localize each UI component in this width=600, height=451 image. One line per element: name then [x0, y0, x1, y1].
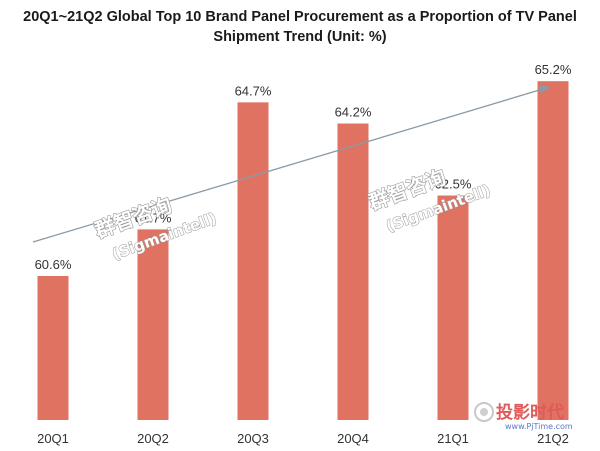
logo-url: www.PjTime.com — [505, 422, 573, 431]
trend-arrow-head — [539, 85, 551, 94]
trend-arrow-line — [32, 86, 550, 243]
data-label-20Q2: 61.7% — [135, 210, 172, 225]
data-label-21Q1: 62.5% — [435, 177, 472, 192]
x-tick-label-20Q2: 20Q2 — [137, 431, 169, 446]
logo-dot-icon — [480, 408, 488, 416]
trend-arrow — [32, 85, 551, 243]
bar-21Q2 — [537, 81, 569, 421]
x-tick-label-20Q4: 20Q4 — [337, 431, 369, 446]
watermark-2: 群智咨询 (Sigmaintell) — [364, 164, 493, 236]
logo-text: 投影时代 — [496, 402, 564, 423]
bar-20Q3 — [237, 102, 269, 421]
pjtime-logo: 投影时代 www.PjTime.com — [474, 402, 573, 431]
bar-20Q4 — [337, 123, 369, 420]
x-tick-label-20Q3: 20Q3 — [237, 431, 269, 446]
bar-20Q1 — [37, 276, 69, 420]
x-tick-label-21Q2: 21Q2 — [537, 431, 569, 446]
logo-circle-icon — [474, 402, 494, 422]
x-tick-label-21Q1: 21Q1 — [437, 431, 469, 446]
data-label-20Q3: 64.7% — [235, 83, 272, 98]
bar-21Q1 — [437, 195, 469, 420]
data-label-20Q1: 60.6% — [35, 257, 72, 272]
data-label-21Q2: 65.2% — [535, 62, 572, 77]
data-labels-group: 60.6% 61.7% 64.7% 64.2% 62.5% 65.2% — [35, 62, 572, 272]
x-tick-labels-group: 20Q1 20Q2 20Q3 20Q4 21Q1 21Q2 — [37, 431, 569, 446]
chart-title-line-2: Shipment Trend (Unit: %) — [213, 29, 386, 45]
x-tick-label-20Q1: 20Q1 — [37, 431, 69, 446]
bar-20Q2 — [137, 229, 169, 420]
data-label-20Q4: 64.2% — [335, 105, 372, 120]
bars-group — [37, 81, 569, 421]
chart-title-line-1: 20Q1~21Q2 Global Top 10 Brand Panel Proc… — [23, 9, 577, 25]
